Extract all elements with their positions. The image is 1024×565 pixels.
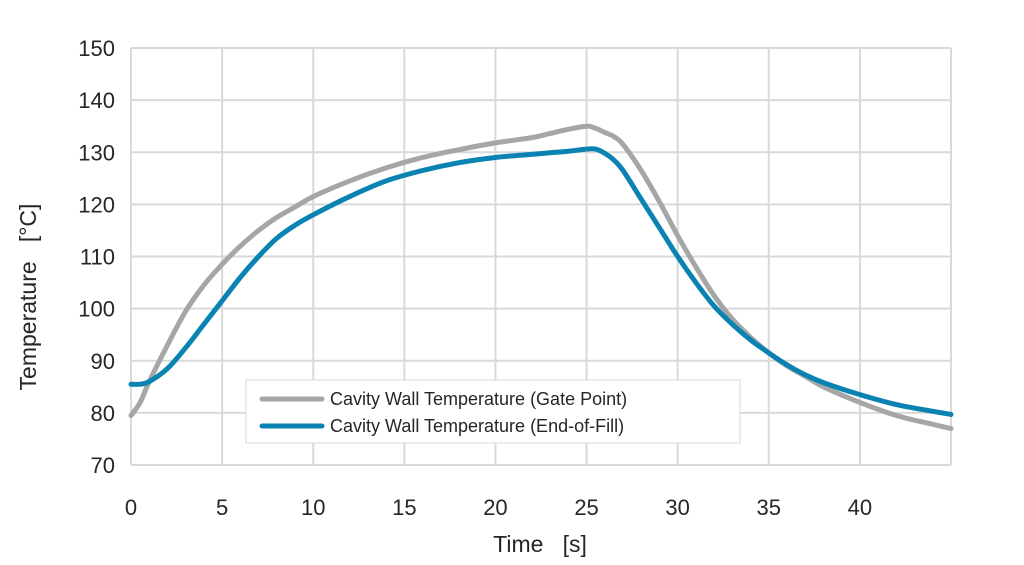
x-axis-title: Time [s] xyxy=(493,531,587,557)
tick-labels: 70 80 90 100 110 120 130 140 150 0 5 10 15 20 25 30 35 40 xyxy=(78,36,872,520)
y-tick-label: 140 xyxy=(78,88,115,113)
series-line-end-of-fill xyxy=(128,146,954,417)
y-tick-label: 150 xyxy=(78,36,115,61)
x-tick-label: 5 xyxy=(216,495,228,520)
x-tick-label: 0 xyxy=(125,495,137,520)
legend: Cavity Wall Temperature (Gate Point) Cav… xyxy=(245,379,741,444)
series-layer xyxy=(128,123,954,432)
y-tick-label: 130 xyxy=(78,140,115,165)
legend-label-gate-point: Cavity Wall Temperature (Gate Point) xyxy=(330,389,627,409)
y-tick-label: 110 xyxy=(80,245,115,270)
legend-label-end-of-fill: Cavity Wall Temperature (End-of-Fill) xyxy=(330,416,624,436)
x-tick-label: 40 xyxy=(848,495,872,520)
x-tick-label: 20 xyxy=(483,495,507,520)
y-tick-label: 80 xyxy=(91,401,115,426)
y-tick-label: 120 xyxy=(78,192,115,217)
y-tick-label: 100 xyxy=(78,297,115,322)
x-tick-label: 35 xyxy=(757,495,781,520)
y-axis-title: Temperature [°C] xyxy=(15,204,41,391)
x-tick-label: 15 xyxy=(392,495,416,520)
x-tick-label: 10 xyxy=(301,495,325,520)
y-tick-label: 70 xyxy=(91,453,115,478)
x-tick-label: 25 xyxy=(574,495,598,520)
x-tick-label: 30 xyxy=(665,495,689,520)
legend-box xyxy=(245,379,741,444)
y-tick-label: 90 xyxy=(91,349,115,374)
